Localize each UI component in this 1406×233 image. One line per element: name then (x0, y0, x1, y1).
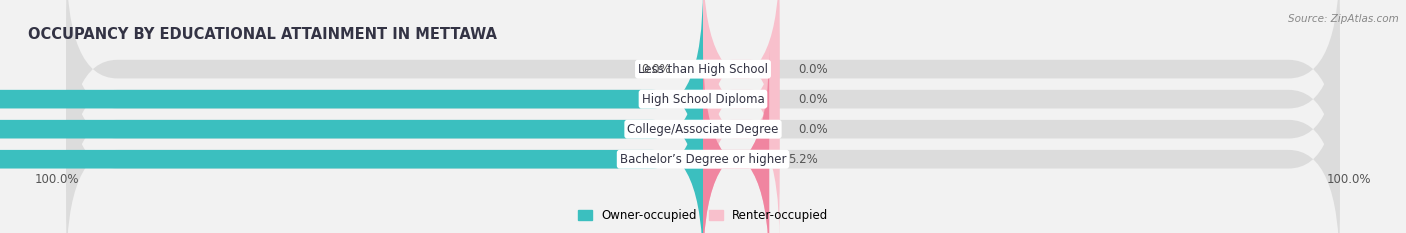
Text: Less than High School: Less than High School (638, 63, 768, 76)
Text: Source: ZipAtlas.com: Source: ZipAtlas.com (1288, 14, 1399, 24)
FancyBboxPatch shape (0, 0, 703, 210)
Text: 0.0%: 0.0% (799, 123, 828, 136)
Text: 0.0%: 0.0% (641, 63, 671, 76)
FancyBboxPatch shape (66, 48, 1340, 233)
Text: 0.0%: 0.0% (799, 63, 828, 76)
FancyBboxPatch shape (66, 0, 1340, 180)
Legend: Owner-occupied, Renter-occupied: Owner-occupied, Renter-occupied (572, 205, 834, 227)
Text: OCCUPANCY BY EDUCATIONAL ATTAINMENT IN METTAWA: OCCUPANCY BY EDUCATIONAL ATTAINMENT IN M… (28, 27, 498, 42)
FancyBboxPatch shape (0, 48, 703, 233)
Text: High School Diploma: High School Diploma (641, 93, 765, 106)
Text: 100.0%: 100.0% (1327, 173, 1371, 186)
FancyBboxPatch shape (703, 0, 779, 210)
FancyBboxPatch shape (66, 18, 1340, 233)
FancyBboxPatch shape (703, 18, 779, 233)
Text: 100.0%: 100.0% (35, 173, 79, 186)
Text: 0.0%: 0.0% (799, 93, 828, 106)
FancyBboxPatch shape (66, 0, 1340, 210)
FancyBboxPatch shape (703, 0, 779, 180)
FancyBboxPatch shape (703, 48, 769, 233)
Text: 5.2%: 5.2% (789, 153, 818, 166)
FancyBboxPatch shape (0, 18, 703, 233)
Text: Bachelor’s Degree or higher: Bachelor’s Degree or higher (620, 153, 786, 166)
Text: College/Associate Degree: College/Associate Degree (627, 123, 779, 136)
FancyBboxPatch shape (703, 48, 769, 233)
